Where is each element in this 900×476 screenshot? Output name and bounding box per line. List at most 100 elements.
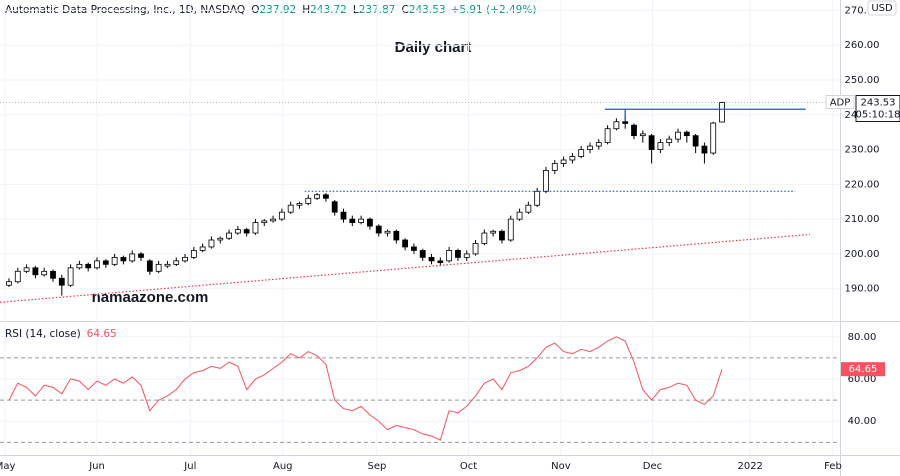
- candle-body: [199, 246, 206, 251]
- candle-body: [595, 142, 602, 147]
- candle-body: [666, 138, 673, 144]
- candle-body: [631, 124, 637, 137]
- candle-body: [261, 220, 268, 224]
- candle-body: [367, 218, 373, 227]
- candle-body: [578, 149, 585, 157]
- y-tick-label: 230.00: [845, 145, 880, 156]
- candle-body: [138, 253, 144, 258]
- candle-body: [296, 203, 303, 206]
- candle-body: [622, 121, 629, 124]
- candle-body: [322, 194, 329, 199]
- countdown-label: 05:10:18: [856, 110, 900, 121]
- candle-body: [340, 211, 347, 220]
- x-tick-label: Oct: [460, 461, 477, 472]
- candle-body: [428, 256, 435, 262]
- candle-body: [411, 246, 417, 251]
- candle-body: [472, 243, 479, 255]
- candle-body: [208, 239, 215, 248]
- candle-body: [349, 218, 356, 224]
- candle-body: [243, 229, 250, 234]
- candle-body: [94, 260, 100, 269]
- x-tick-label: Dec: [643, 461, 662, 472]
- candle-body: [516, 211, 523, 220]
- candle-body: [32, 267, 39, 276]
- candle-body: [499, 230, 505, 241]
- candle-body: [120, 256, 127, 262]
- x-tick-label: Feb: [824, 461, 842, 472]
- y-tick-label: 60.00: [848, 374, 877, 385]
- candle-body: [384, 230, 391, 234]
- last-price-label: 243.53: [861, 98, 896, 109]
- candle-body: [314, 194, 320, 199]
- candle-body: [437, 260, 444, 264]
- currency-label: USD: [871, 3, 893, 14]
- y-tick-label: 80.00: [848, 332, 877, 343]
- x-tick-label: Nov: [551, 461, 571, 472]
- symbol-tag: [825, 95, 855, 110]
- candle-body: [507, 218, 514, 241]
- candle-body: [710, 122, 717, 154]
- y-tick-label: 40.00: [848, 416, 877, 427]
- x-tick-label: Jun: [88, 461, 105, 472]
- y-tick-label: 200.00: [845, 249, 880, 260]
- candle-body: [455, 250, 461, 258]
- candle-body: [234, 229, 241, 234]
- annotation: namaazone.com: [92, 289, 209, 306]
- candle-body: [190, 250, 197, 258]
- y-tick-label: 250.00: [845, 75, 880, 86]
- candle-body: [85, 263, 92, 269]
- rsi-title: RSI (14, close) 64.65: [5, 328, 117, 340]
- candle-body: [287, 204, 294, 213]
- candle-body: [305, 197, 312, 204]
- symbol-label: ADP: [830, 98, 851, 109]
- candle-body: [111, 256, 118, 265]
- candle-body: [41, 270, 48, 276]
- candle-body: [648, 135, 655, 150]
- x-tick-label: Aug: [273, 461, 293, 472]
- candle-body: [278, 211, 285, 220]
- candle-body: [226, 232, 232, 239]
- candle-body: [481, 232, 488, 244]
- candle-body: [683, 131, 690, 137]
- candle-body: [331, 201, 338, 213]
- candle-body: [525, 204, 532, 213]
- candle-body: [463, 253, 470, 258]
- candle-body: [50, 270, 56, 279]
- candle-body: [270, 218, 276, 222]
- candle-body: [446, 250, 453, 262]
- candle-body: [155, 263, 162, 272]
- candle-body: [402, 239, 409, 248]
- candle-body: [613, 121, 620, 130]
- candle-body: [719, 102, 725, 123]
- candle-body: [23, 267, 30, 272]
- candle-body: [543, 170, 549, 192]
- annotation: Daily chart: [395, 39, 472, 56]
- candle-body: [692, 135, 699, 147]
- rsi-name: RSI (14, close): [5, 328, 81, 340]
- price-tag: [855, 95, 900, 123]
- candle-body: [102, 260, 109, 265]
- candle-body: [393, 230, 400, 241]
- candle-body: [587, 145, 593, 150]
- candle-body: [419, 250, 426, 258]
- x-tick-label: Sep: [368, 461, 387, 472]
- candle-body: [701, 145, 708, 154]
- rsi-axis-label: 64.65: [849, 364, 878, 375]
- candle-body: [252, 222, 259, 234]
- candle-body: [657, 142, 664, 150]
- candle-body: [490, 230, 497, 234]
- currency-tag: [867, 0, 897, 16]
- candle-body: [534, 190, 541, 206]
- rsi-line: [8, 336, 723, 441]
- candle-body: [560, 159, 567, 164]
- trendline: [0, 233, 811, 303]
- candle-body: [675, 131, 681, 140]
- candle-body: [639, 133, 646, 137]
- y-tick-label: 210.00: [845, 214, 880, 225]
- candle-body: [551, 163, 558, 171]
- rsi-value: 64.65: [87, 328, 117, 340]
- candle-body: [146, 260, 153, 272]
- candle-body: [6, 281, 12, 286]
- candle-body: [173, 260, 180, 265]
- candle-body: [358, 218, 365, 224]
